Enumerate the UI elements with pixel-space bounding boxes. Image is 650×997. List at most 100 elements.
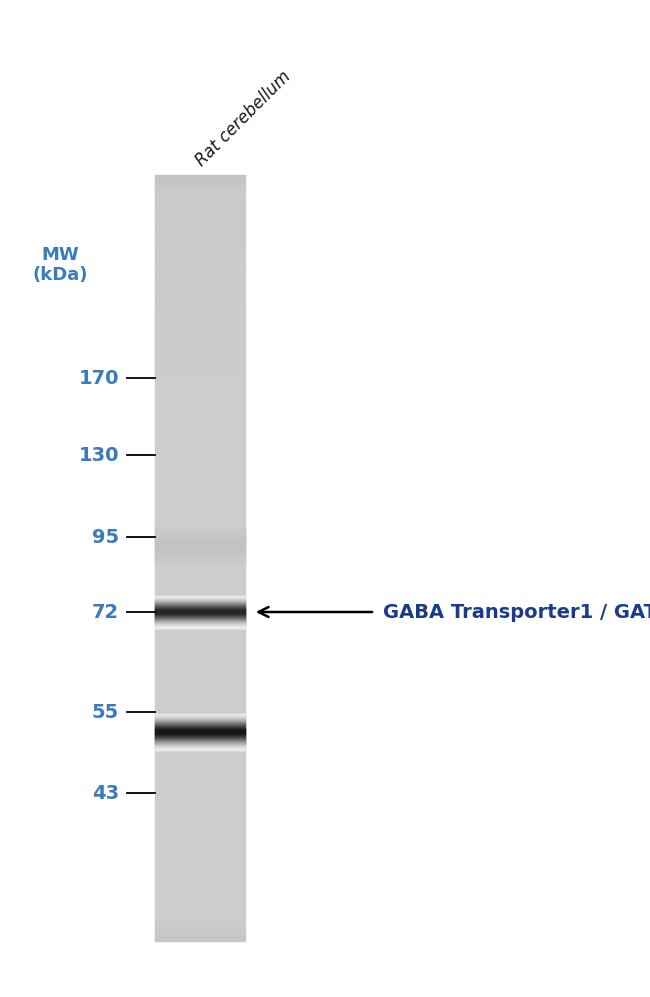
Bar: [155, 384, 245, 387]
Bar: [155, 642, 245, 645]
Bar: [155, 878, 245, 882]
Bar: [155, 785, 245, 788]
Bar: [155, 177, 245, 180]
Bar: [155, 503, 245, 507]
Text: 43: 43: [92, 784, 119, 803]
Bar: [155, 509, 245, 512]
Bar: [155, 469, 245, 472]
Bar: [155, 405, 245, 408]
Bar: [155, 443, 245, 446]
Bar: [155, 198, 245, 201]
Bar: [155, 690, 245, 693]
Bar: [155, 236, 245, 239]
Bar: [155, 746, 245, 750]
Bar: [155, 616, 245, 619]
Bar: [155, 377, 245, 380]
Bar: [155, 341, 245, 344]
Bar: [155, 826, 245, 829]
Bar: [155, 914, 245, 917]
Bar: [155, 479, 245, 482]
Bar: [155, 195, 245, 198]
Bar: [155, 764, 245, 767]
Bar: [155, 446, 245, 449]
Bar: [155, 588, 245, 591]
Bar: [155, 634, 245, 637]
Bar: [155, 233, 245, 236]
Bar: [155, 506, 245, 509]
Bar: [155, 667, 245, 670]
Bar: [155, 583, 245, 586]
Bar: [155, 731, 245, 734]
Bar: [155, 259, 245, 262]
Bar: [155, 331, 245, 334]
Bar: [155, 190, 245, 193]
Bar: [155, 461, 245, 464]
Bar: [155, 351, 245, 354]
Bar: [155, 698, 245, 701]
Bar: [155, 573, 245, 576]
Bar: [155, 524, 245, 527]
Bar: [155, 606, 245, 609]
Bar: [155, 886, 245, 889]
Bar: [155, 185, 245, 188]
Bar: [155, 356, 245, 359]
Bar: [155, 244, 245, 247]
Bar: [155, 652, 245, 655]
Bar: [155, 803, 245, 806]
Text: MW
(kDa): MW (kDa): [32, 245, 88, 284]
Bar: [155, 550, 245, 553]
Bar: [155, 907, 245, 910]
Bar: [155, 315, 245, 318]
Bar: [155, 267, 245, 270]
Bar: [155, 723, 245, 726]
Bar: [155, 192, 245, 195]
Bar: [155, 567, 245, 570]
Bar: [155, 292, 245, 295]
Bar: [155, 621, 245, 624]
Bar: [155, 182, 245, 185]
Bar: [155, 187, 245, 190]
Bar: [155, 683, 245, 686]
Bar: [155, 759, 245, 762]
Bar: [155, 481, 245, 485]
Bar: [155, 845, 245, 848]
Bar: [155, 718, 245, 721]
Bar: [155, 489, 245, 492]
Bar: [155, 218, 245, 221]
Bar: [155, 261, 245, 265]
Bar: [155, 840, 245, 843]
Bar: [155, 364, 245, 367]
Bar: [155, 904, 245, 907]
Bar: [155, 700, 245, 703]
Bar: [155, 205, 245, 208]
Bar: [155, 644, 245, 647]
Bar: [155, 256, 245, 259]
Bar: [155, 736, 245, 739]
Bar: [155, 744, 245, 747]
Bar: [155, 412, 245, 415]
Bar: [155, 484, 245, 487]
Bar: [155, 308, 245, 311]
Bar: [155, 790, 245, 793]
Bar: [155, 782, 245, 785]
Bar: [155, 703, 245, 706]
Bar: [155, 387, 245, 390]
Bar: [155, 734, 245, 737]
Bar: [155, 677, 245, 680]
Bar: [155, 657, 245, 660]
Bar: [155, 863, 245, 866]
Bar: [155, 320, 245, 323]
Bar: [155, 226, 245, 229]
Bar: [155, 772, 245, 775]
Bar: [155, 343, 245, 346]
Bar: [155, 873, 245, 876]
Bar: [155, 626, 245, 629]
Text: 95: 95: [92, 527, 119, 546]
Bar: [155, 407, 245, 410]
Bar: [155, 858, 245, 861]
Bar: [155, 565, 245, 568]
Bar: [155, 246, 245, 249]
Bar: [155, 241, 245, 244]
Bar: [155, 654, 245, 657]
Bar: [155, 685, 245, 688]
